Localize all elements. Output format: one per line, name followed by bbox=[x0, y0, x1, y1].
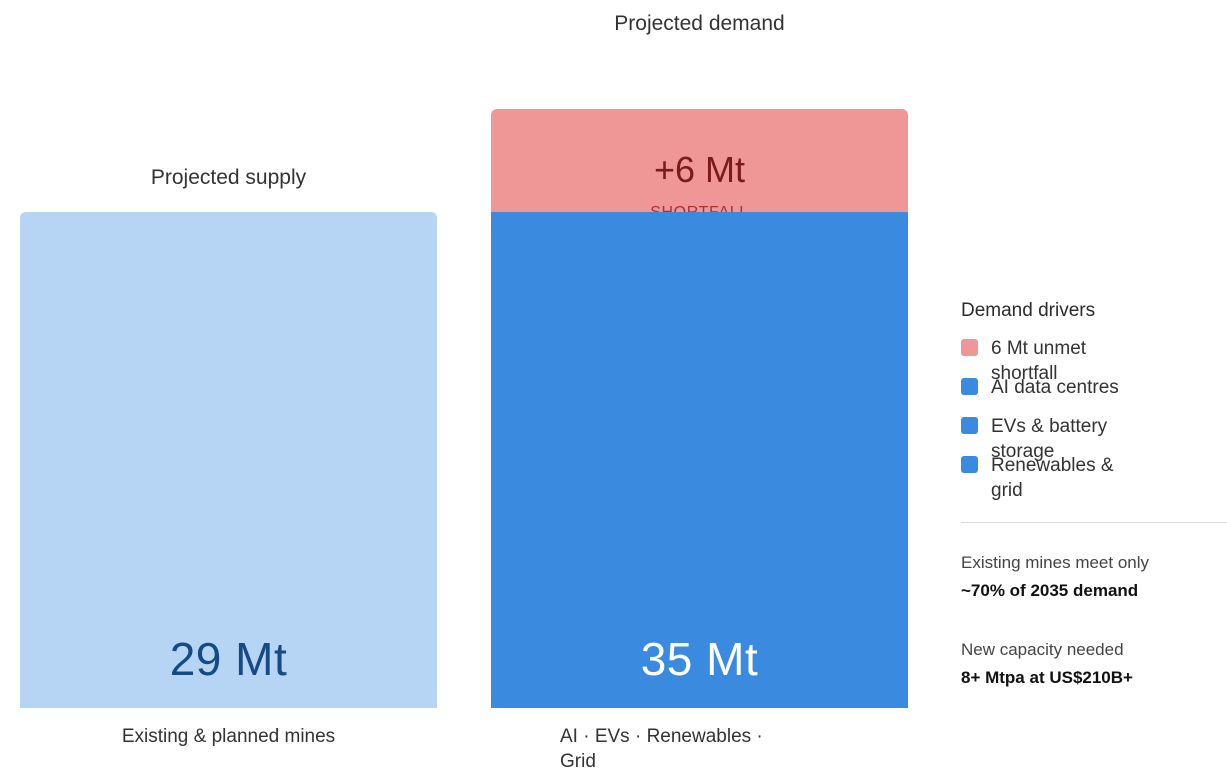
legend: Demand drivers 6 Mt unmet shortfall AI da… bbox=[961, 300, 1227, 501]
note-value: ~70% of 2035 demand bbox=[961, 581, 1139, 600]
demand-caption: AI · EVs · Renewables · Grid bbox=[560, 726, 763, 770]
supply-title: Projected supply bbox=[150, 166, 307, 189]
legend-item-label: 6 Mt unmet shortfall bbox=[991, 338, 1087, 384]
note-value: 8+ Mtpa at US$210B+ bbox=[961, 668, 1133, 687]
legend-item: 6 Mt unmet shortfall bbox=[961, 336, 1227, 384]
legend-swatch-icon bbox=[961, 417, 978, 434]
shortfall-value-label: +6 Mt bbox=[653, 149, 746, 191]
demand-bar-segment: 35 Mt bbox=[491, 212, 908, 708]
supply-value-label: 29 Mt bbox=[169, 633, 288, 685]
demand-title: Projected demand bbox=[614, 12, 785, 35]
legend-item-label: EVs & battery storage bbox=[991, 416, 1108, 462]
supply-caption: Existing & planned mines bbox=[121, 726, 336, 747]
note-existing-mines: Existing mines meet only ~70% of 2035 de… bbox=[961, 550, 1227, 606]
note-label: New capacity needed bbox=[961, 640, 1124, 659]
legend-title: Demand drivers bbox=[961, 300, 1096, 321]
legend-item-label: AI data centres bbox=[991, 377, 1119, 398]
supply-bar: 29 Mt bbox=[20, 212, 437, 708]
shortfall-bar-segment: +6 Mt SHORTFALL bbox=[491, 109, 908, 221]
legend-items: 6 Mt unmet shortfall AI data centres EVs &… bbox=[961, 336, 1227, 501]
legend-divider bbox=[961, 522, 1227, 523]
demand-value-label: 35 Mt bbox=[640, 633, 759, 685]
legend-swatch-icon bbox=[961, 378, 978, 395]
legend-item: Renewables & grid bbox=[961, 453, 1227, 501]
legend-item-label: Renewables & grid bbox=[991, 455, 1114, 501]
legend-swatch-icon bbox=[961, 456, 978, 473]
legend-item: AI data centres bbox=[961, 375, 1227, 414]
legend-swatch-icon bbox=[961, 339, 978, 356]
note-new-capacity: New capacity needed 8+ Mtpa at US$210B+ bbox=[961, 637, 1227, 693]
legend-item: EVs & battery storage bbox=[961, 414, 1227, 462]
note-label: Existing mines meet only bbox=[961, 553, 1150, 572]
